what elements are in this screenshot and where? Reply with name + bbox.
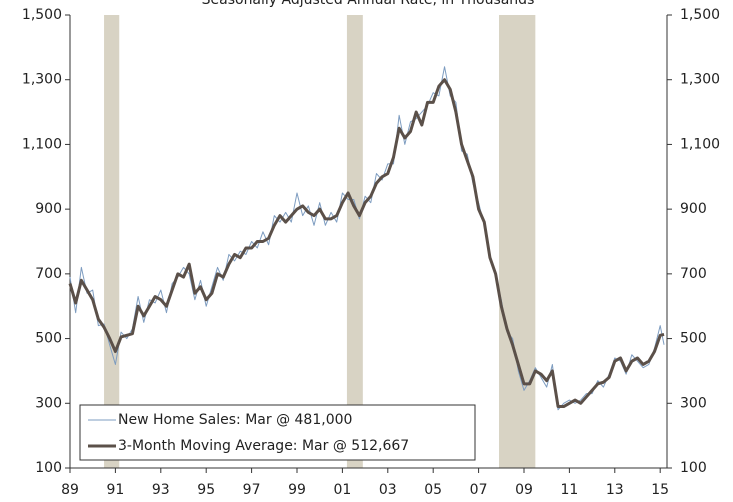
x-tick-label: 97 bbox=[243, 482, 261, 498]
recession-band bbox=[104, 15, 120, 468]
y2-tick-label: 1,500 bbox=[680, 7, 720, 23]
legend-box bbox=[79, 404, 476, 461]
recession-band bbox=[346, 15, 363, 468]
series-line bbox=[68, 78, 665, 409]
y-tick-label: 700 bbox=[35, 266, 62, 282]
y-tick-label: 900 bbox=[35, 201, 62, 217]
y2-tick-label: 1,300 bbox=[680, 72, 720, 88]
x-tick-label: 09 bbox=[515, 482, 533, 498]
series-line bbox=[69, 66, 665, 411]
y2-tick-label: 700 bbox=[680, 266, 707, 282]
x-tick-label: 05 bbox=[424, 482, 442, 498]
x-tick-label: 01 bbox=[333, 482, 351, 498]
x-tick-label: 89 bbox=[61, 482, 79, 498]
recession-band bbox=[499, 15, 536, 468]
y-tick-label: 500 bbox=[35, 331, 62, 347]
x-tick-label: 03 bbox=[379, 482, 397, 498]
y-tick-label: 1,100 bbox=[22, 136, 62, 152]
x-tick-label: 07 bbox=[470, 482, 488, 498]
y2-tick-label: 100 bbox=[680, 460, 707, 476]
legend: New Home Sales: Mar @ 481,000 3-Month Mov… bbox=[79, 404, 476, 461]
legend-label: 3-Month Moving Average: Mar @ 512,667 bbox=[118, 438, 409, 454]
y2-tick-label: 1,100 bbox=[680, 136, 720, 152]
x-tick-label: 99 bbox=[288, 482, 306, 498]
x-tick-label: 91 bbox=[106, 482, 124, 498]
chart-subtitle: Seasonally Adjusted Annual Rate, in Thou… bbox=[202, 0, 535, 8]
x-tick-label: 11 bbox=[560, 482, 578, 498]
y-tick-label: 100 bbox=[35, 460, 62, 476]
x-tick-label: 93 bbox=[152, 482, 170, 498]
legend-label: New Home Sales: Mar @ 481,000 bbox=[118, 412, 352, 428]
y-tick-label: 1,300 bbox=[22, 72, 62, 88]
x-tick-label: 13 bbox=[606, 482, 624, 498]
y2-tick-label: 300 bbox=[680, 395, 707, 411]
x-tick-label: 95 bbox=[197, 482, 215, 498]
y-tick-label: 1,500 bbox=[22, 7, 62, 23]
y-tick-label: 300 bbox=[35, 395, 62, 411]
x-tick-label: 15 bbox=[651, 482, 669, 498]
y2-tick-label: 500 bbox=[680, 331, 707, 347]
y2-tick-label: 900 bbox=[680, 201, 707, 217]
